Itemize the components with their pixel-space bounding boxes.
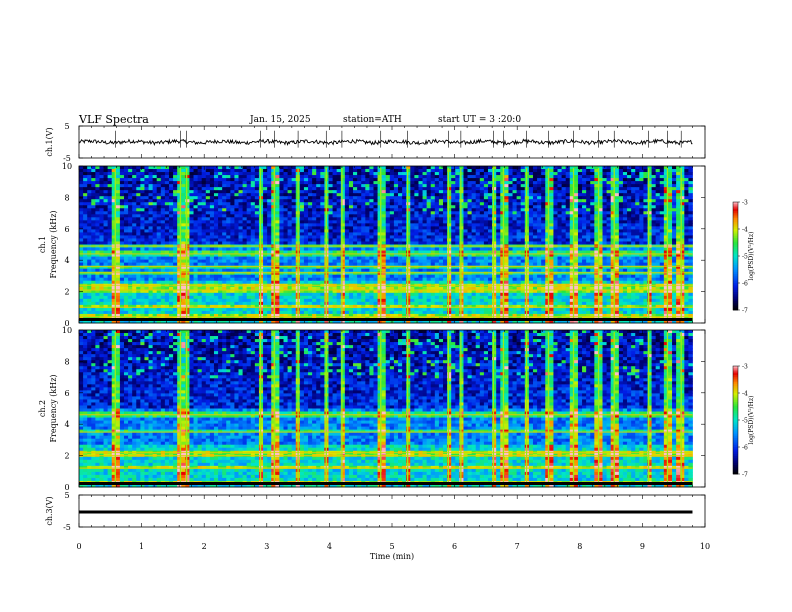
- xtick-label-9: 9: [640, 542, 645, 551]
- zero-band-2: [79, 482, 692, 485]
- colorbar-tick-2-4: -7: [742, 472, 748, 479]
- colorbar-tick-1-3: -6: [742, 281, 748, 288]
- ylabel-ch1-frequency: Frequency (kHz): [49, 210, 58, 278]
- xtick-label-3: 3: [264, 542, 269, 551]
- ytick-label-2-4: 8: [64, 357, 69, 366]
- colorbar-1: [733, 202, 738, 310]
- ytick-label-1-1: 2: [64, 288, 69, 297]
- colorbar-tick-1-0: -3: [742, 200, 748, 207]
- colorbar-label-1: log(PSD)(V²/Hz): [748, 232, 755, 281]
- ytick-label-2-3: 6: [64, 389, 69, 398]
- ytick-label-2-1: 2: [64, 452, 69, 461]
- ytick-label-0-0: 5: [64, 122, 69, 131]
- ytick-label-1-2: 4: [64, 256, 69, 265]
- ytick-label-2-5: 10: [62, 326, 72, 335]
- colorbar-label-2: log(PSD)(V²/Hz): [748, 396, 755, 445]
- ytick-label-3-0: 5: [64, 491, 69, 500]
- ylabel-ch2-frequency: Frequency (kHz): [49, 374, 58, 442]
- xtick-label-0: 0: [76, 542, 81, 551]
- xtick-label-10: 10: [700, 542, 710, 551]
- ytick-label-1-4: 8: [64, 193, 69, 202]
- xtick-label-2: 2: [202, 542, 207, 551]
- ytick-label-1-3: 6: [64, 225, 69, 234]
- colorbar-tick-1-4: -7: [742, 308, 748, 315]
- ylabel-ch1-channel: ch.1: [38, 236, 47, 253]
- xtick-label-1: 1: [139, 542, 144, 551]
- colorbar-tick-2-0: -3: [742, 364, 748, 371]
- ylabel-ch1-waveform: ch.1(V): [45, 127, 54, 156]
- xtick-label-8: 8: [577, 542, 582, 551]
- colorbar-2: [733, 366, 738, 474]
- ytick-label-2-2: 4: [64, 420, 69, 429]
- ytick-label-3-1: -5: [63, 523, 71, 532]
- ytick-label-1-5: 10: [62, 162, 72, 171]
- xtick-label-5: 5: [389, 542, 394, 551]
- xtick-label-6: 6: [452, 542, 457, 551]
- colorbar-tick-2-3: -6: [742, 445, 748, 452]
- ylabel-ch2-channel: ch.2: [38, 400, 47, 417]
- zero-band-1: [79, 318, 692, 321]
- ylabel-ch3-waveform: ch.3(V): [45, 496, 54, 525]
- xtick-label-7: 7: [515, 542, 520, 551]
- xtick-label-4: 4: [327, 542, 332, 551]
- spectrogram-1: [79, 166, 693, 323]
- spectrogram-2: [79, 330, 693, 487]
- xaxis-label: Time (min): [370, 552, 414, 561]
